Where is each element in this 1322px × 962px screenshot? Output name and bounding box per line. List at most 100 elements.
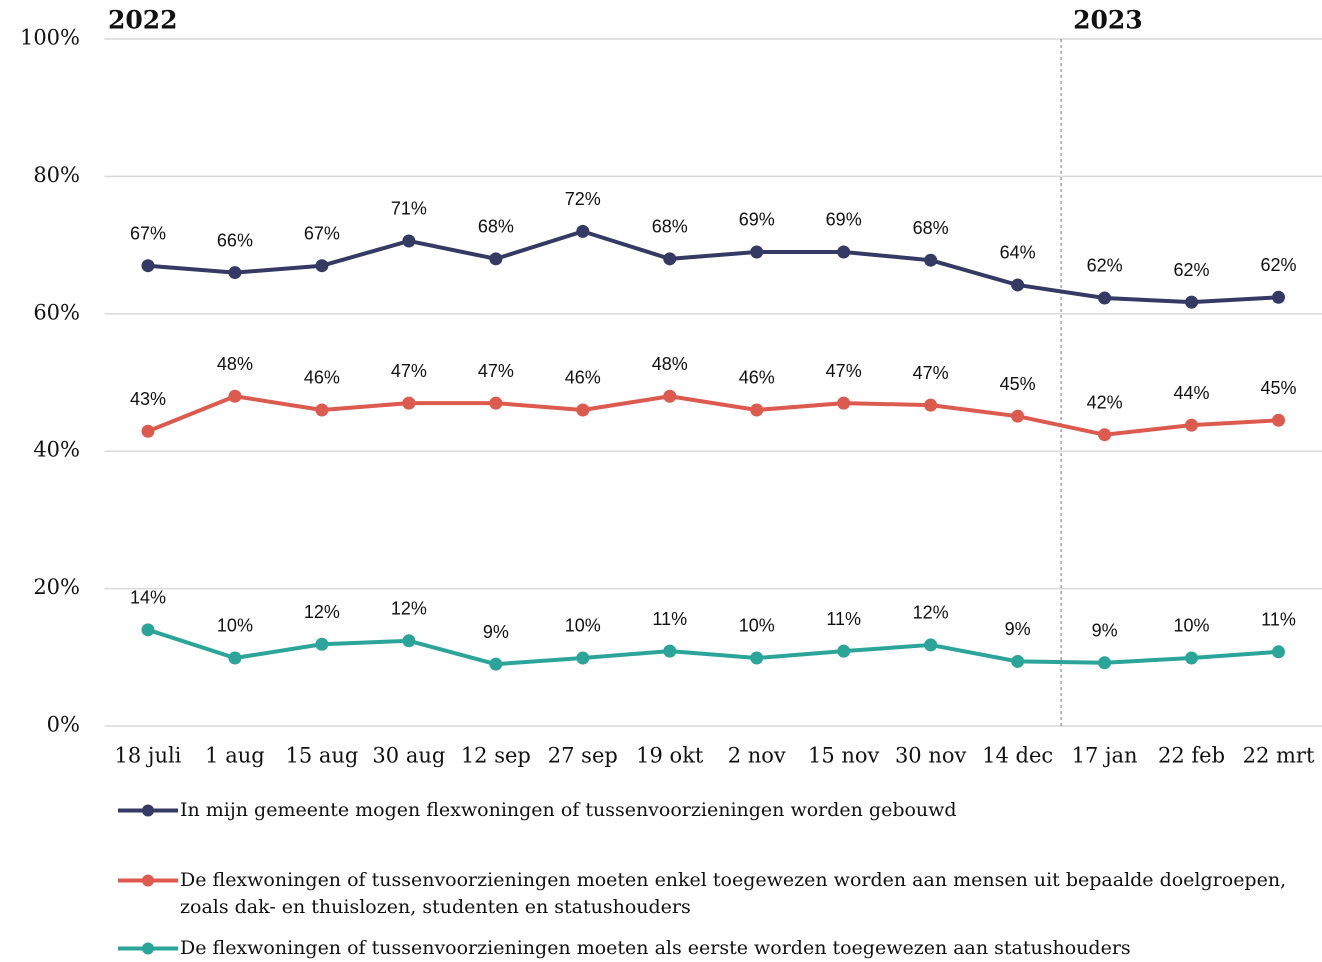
data-point	[1185, 418, 1199, 432]
data-point	[1011, 409, 1025, 423]
legend-label: De flexwoningen of tussenvoorzieningen m…	[180, 869, 1287, 918]
data-point	[837, 245, 851, 259]
data-label: 9%	[1092, 621, 1118, 641]
data-point	[1098, 428, 1112, 442]
data-point	[924, 638, 938, 652]
data-point	[141, 424, 155, 438]
x-tick-label: 17 jan	[1072, 744, 1138, 768]
data-label: 68%	[478, 217, 514, 237]
data-point	[576, 651, 590, 665]
data-label: 62%	[1261, 255, 1297, 275]
data-label: 12%	[304, 602, 340, 622]
data-label: 45%	[1261, 378, 1297, 398]
data-label: 10%	[217, 616, 253, 636]
data-label: 69%	[739, 210, 775, 230]
data-point	[576, 224, 590, 238]
data-point	[1011, 654, 1025, 668]
x-tick-label: 18 juli	[115, 744, 182, 768]
y-tick-label: 80%	[33, 163, 80, 187]
data-point	[315, 637, 329, 651]
x-tick-label: 19 okt	[636, 744, 704, 768]
data-label: 72%	[565, 189, 601, 209]
data-point	[402, 634, 416, 648]
data-label: 10%	[565, 616, 601, 636]
data-point	[1272, 413, 1286, 427]
x-tick-label: 15 aug	[285, 744, 358, 768]
legend-swatch	[118, 874, 178, 887]
legend-dot	[142, 874, 154, 887]
data-point	[837, 644, 851, 658]
data-label: 42%	[1087, 392, 1123, 412]
data-label: 46%	[304, 368, 340, 388]
data-point	[750, 651, 764, 665]
y-tick-label: 0%	[47, 713, 80, 737]
data-point	[489, 252, 503, 266]
data-label: 12%	[913, 603, 949, 623]
data-label: 68%	[913, 218, 949, 238]
data-label: 45%	[1000, 374, 1036, 394]
data-label: 47%	[826, 361, 862, 381]
data-point	[576, 403, 590, 417]
data-point	[1011, 278, 1025, 292]
data-label: 67%	[130, 223, 166, 243]
data-label: 44%	[1174, 383, 1210, 403]
data-point	[402, 396, 416, 410]
chart: 0% 20% 40% 60% 80% 100% 18 juli 1 aug 15 aug 30 a…	[20, 6, 1322, 768]
x-tick-label: 14 dec	[982, 744, 1053, 768]
data-point	[141, 623, 155, 637]
data-label: 46%	[739, 368, 775, 388]
data-label: 64%	[1000, 243, 1036, 263]
data-point	[1098, 656, 1112, 670]
series-line	[147, 229, 1279, 305]
data-point	[402, 234, 416, 248]
x-tick-label: 15 nov	[808, 744, 880, 768]
y-tick-label: 40%	[33, 438, 80, 462]
data-point	[1272, 290, 1286, 304]
data-point	[750, 403, 764, 417]
legend-swatch	[118, 804, 178, 817]
data-point	[1185, 295, 1199, 309]
series-line	[147, 394, 1279, 437]
data-label: 9%	[483, 622, 509, 642]
data-point	[489, 657, 503, 671]
x-tick-label: 27 sep	[548, 744, 618, 768]
series-line	[147, 627, 1279, 667]
data-label: 9%	[1005, 619, 1031, 639]
data-point	[489, 396, 503, 410]
x-tick-label: 2 nov	[728, 744, 786, 768]
data-label: 62%	[1087, 256, 1123, 276]
year-label: 2023	[1073, 6, 1143, 35]
x-tick-label: 22 feb	[1158, 744, 1225, 768]
data-point	[1098, 291, 1112, 305]
data-label: 47%	[391, 361, 427, 381]
legend-dot	[142, 804, 154, 817]
legend-item: De flexwoningen of tussenvoorzieningen m…	[118, 935, 1290, 962]
data-label: 12%	[391, 599, 427, 619]
data-label: 43%	[130, 389, 166, 409]
data-label: 67%	[304, 223, 340, 243]
data-label: 68%	[652, 217, 688, 237]
data-point	[837, 396, 851, 410]
data-point	[228, 651, 242, 665]
data-label: 48%	[652, 354, 688, 374]
x-tick-label: 1 aug	[205, 744, 265, 768]
data-label: 10%	[739, 616, 775, 636]
x-tick-label: 30 aug	[372, 744, 445, 768]
y-tick-label: 60%	[33, 300, 80, 324]
data-label: 66%	[217, 230, 253, 250]
data-label: 46%	[565, 368, 601, 388]
data-label: 11%	[1261, 610, 1296, 630]
data-point	[228, 266, 242, 280]
y-tick-label: 100%	[20, 26, 80, 50]
x-tick-label: 22 mrt	[1243, 744, 1315, 768]
data-label: 14%	[130, 588, 166, 608]
legend-dot	[142, 942, 154, 955]
legend-label: De flexwoningen of tussenvoorzieningen m…	[180, 937, 1131, 959]
data-label: 11%	[652, 609, 687, 629]
data-point	[663, 252, 677, 266]
x-tick-label: 30 nov	[895, 744, 967, 768]
data-point	[141, 259, 155, 273]
y-tick-label: 20%	[33, 575, 80, 599]
x-tick-label: 12 sep	[461, 744, 531, 768]
